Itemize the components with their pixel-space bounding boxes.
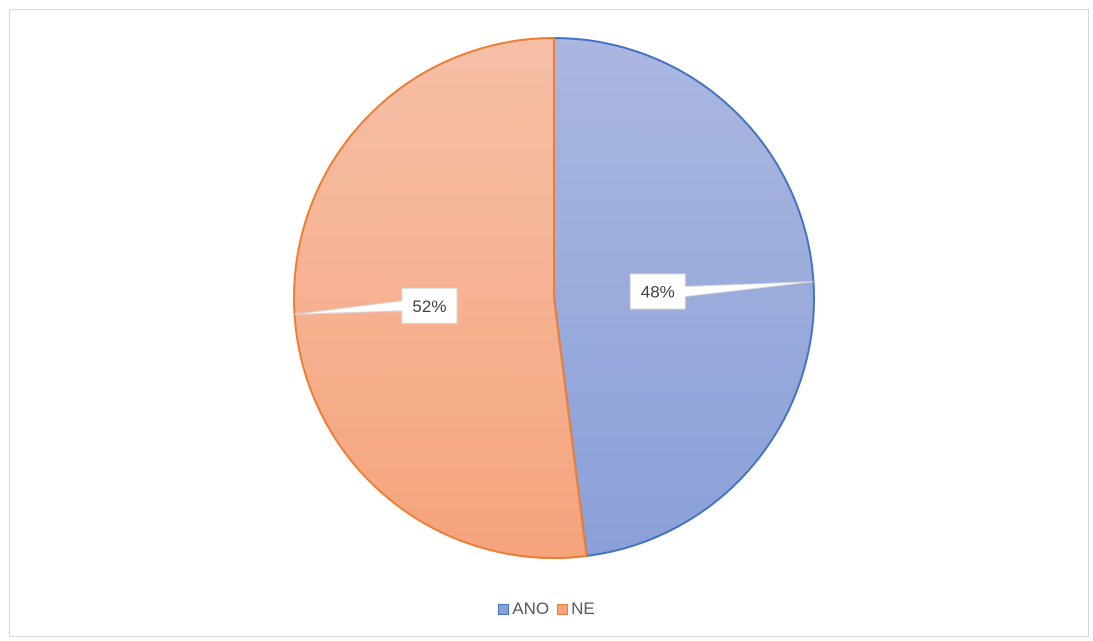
legend-item-ne: NE <box>557 599 595 619</box>
data-label-ne: 52% <box>412 297 446 316</box>
legend-swatch-ano <box>498 603 510 615</box>
legend-item-ano: ANO <box>498 599 549 619</box>
legend-label-ano: ANO <box>512 599 550 618</box>
data-label-box-ano <box>629 273 686 310</box>
pie-data-labels: 48% 52% <box>294 273 814 324</box>
legend-swatch-ne <box>557 603 569 615</box>
pie-slices <box>293 37 815 559</box>
data-label-ano: 48% <box>641 282 675 301</box>
legend-label-ne: NE <box>571 599 595 618</box>
chart-legend: ANO NE <box>0 599 1093 619</box>
